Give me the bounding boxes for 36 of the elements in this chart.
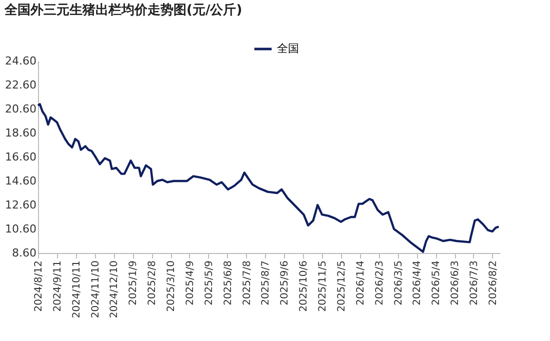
x-tick-label: 2026/3/5 — [393, 260, 404, 306]
y-tick-label: 22.60 — [5, 78, 36, 92]
x-tick-label: 2026/8/2 — [488, 260, 499, 306]
x-tick-label: 2026/6/3 — [450, 260, 462, 306]
x-tick-label: 2026/2/3 — [374, 260, 386, 306]
x-tick-label: 2025/9/6 — [280, 260, 291, 306]
y-tick-label: 18.60 — [5, 126, 36, 140]
y-tick-label: 14.60 — [5, 174, 36, 188]
x-tick-label: 2025/10/6 — [298, 260, 310, 312]
y-tick-label: 16.60 — [5, 150, 36, 164]
y-tick-label: 8.60 — [12, 246, 36, 260]
x-tick-label: 2025/8/7 — [260, 260, 272, 306]
x-tick-label: 2026/5/4 — [431, 260, 442, 306]
x-tick-label: 2024/10/11 — [71, 260, 82, 318]
y-tick-label: 12.60 — [5, 198, 36, 212]
y-tick-label: 20.60 — [5, 102, 36, 116]
legend-label: 全国 — [277, 42, 299, 55]
x-tick-label: 2024/12/10 — [109, 260, 120, 318]
x-tick-label: 2024/9/11 — [52, 260, 64, 312]
x-tick-label: 2025/11/5 — [318, 260, 329, 312]
x-tick-label: 2025/5/9 — [204, 260, 215, 306]
x-tick-label: 2025/2/8 — [147, 260, 158, 306]
x-tick-label: 2026/7/3 — [468, 260, 480, 306]
x-tick-label: 2025/7/8 — [242, 260, 253, 306]
chart-title: 全国外三元生猪出栏均价走势图(元/公斤) — [4, 2, 242, 18]
x-tick-label: 2024/11/10 — [90, 260, 102, 318]
x-tick-label: 2026/1/4 — [355, 260, 366, 306]
x-tick-label: 2025/12/5 — [336, 260, 348, 312]
x-tick-label: 2025/4/9 — [184, 260, 196, 306]
y-tick-label: 24.60 — [5, 54, 36, 68]
x-tick-label: 2025/3/10 — [166, 260, 178, 312]
x-tick-label: 2025/6/8 — [222, 260, 234, 306]
x-tick-label: 2026/4/4 — [412, 260, 424, 306]
x-tick-label: 2024/8/12 — [34, 260, 44, 312]
y-tick-label: 10.60 — [5, 222, 36, 236]
x-tick-label: 2025/1/9 — [128, 260, 140, 306]
